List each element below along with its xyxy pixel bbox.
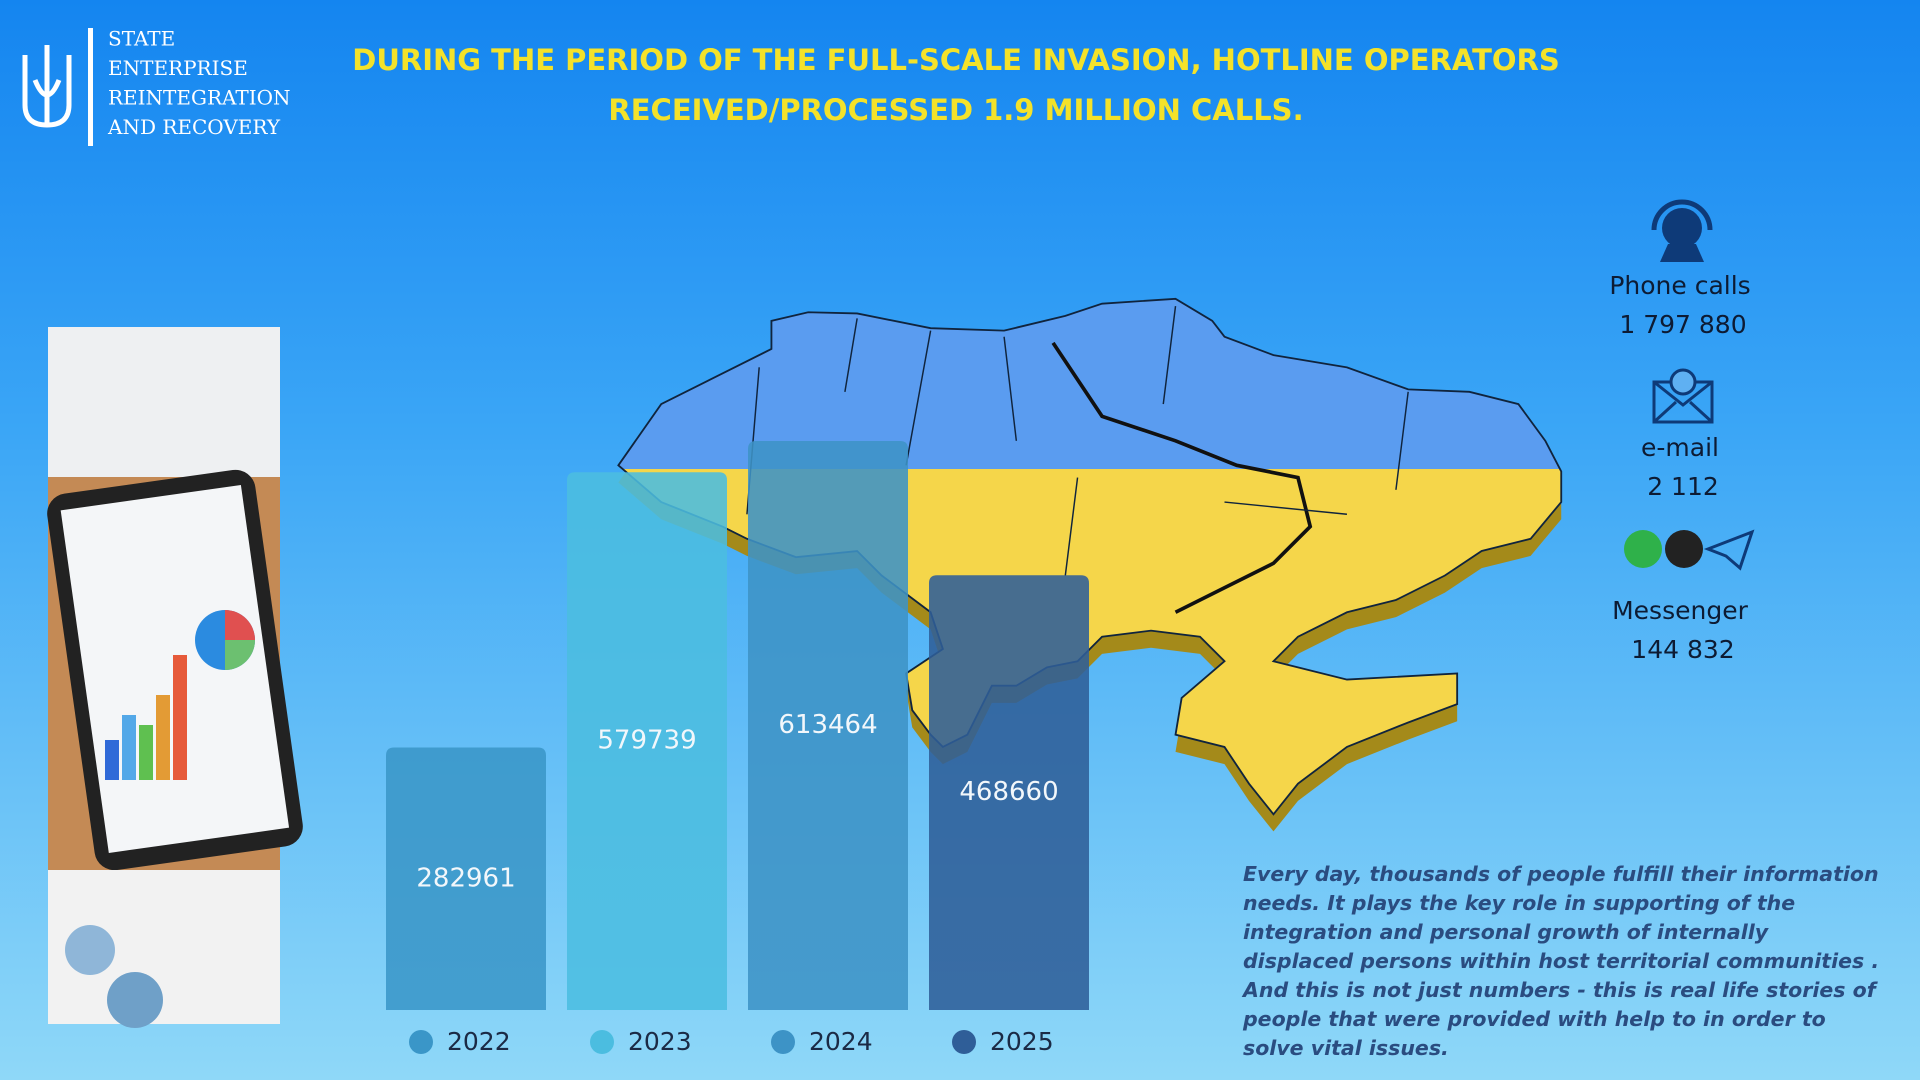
value-label: 579739 (597, 726, 696, 756)
org-name-line: ENTERPRISE (108, 56, 248, 80)
legend-label: 2023 (628, 1027, 692, 1056)
headline: DURING THE PERIOD OF THE FULL-SCALE INVA… (352, 43, 1559, 77)
logo-divider (88, 28, 93, 146)
org-name-line: REINTEGRATION (108, 86, 291, 110)
value-label: 468660 (959, 777, 1058, 807)
bar (567, 472, 727, 1010)
operator-icon (1651, 199, 1713, 262)
legend-dot (590, 1030, 614, 1054)
photo (47, 327, 303, 1028)
legend-dot (771, 1030, 795, 1054)
legend-dot (952, 1030, 976, 1054)
legend-dot (409, 1030, 433, 1054)
bar (929, 575, 1089, 1010)
stat-label: Phone calls (1609, 271, 1750, 300)
email-icon (1652, 368, 1714, 424)
bar (386, 747, 546, 1010)
stat-label: e-mail (1641, 433, 1719, 462)
headline: RECEIVED/PROCESSED 1.9 MILLION CALLS. (608, 93, 1303, 127)
value-label: 613464 (778, 710, 877, 740)
stat-value: 2 112 (1647, 472, 1719, 501)
stat-value: 1 797 880 (1619, 310, 1746, 339)
legend-label: 2022 (447, 1027, 511, 1056)
stat-label: Messenger (1612, 596, 1748, 625)
note-text: Every day, thousands of people fulfill t… (1243, 862, 1880, 1060)
stat-value: 144 832 (1631, 635, 1734, 664)
trident-logo (22, 45, 72, 128)
value-label: 282961 (416, 863, 515, 893)
legend-label: 2024 (809, 1027, 873, 1056)
org-name-line: AND RECOVERY (107, 115, 281, 139)
org-name-line: STATE (108, 27, 175, 51)
messenger-icons (1624, 529, 1755, 571)
legend-label: 2025 (990, 1027, 1054, 1056)
bar (748, 441, 908, 1010)
